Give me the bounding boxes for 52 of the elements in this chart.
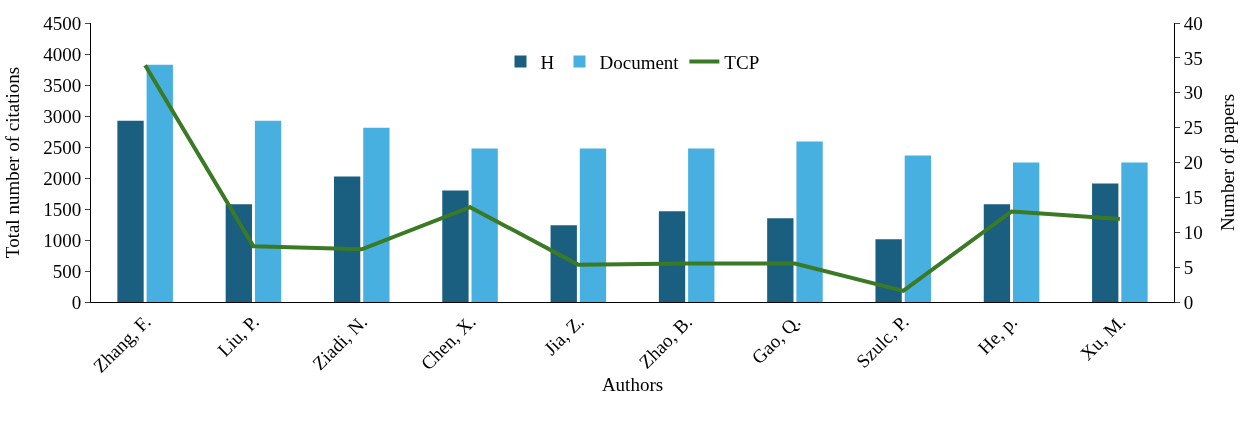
y2-tick-label: 25 bbox=[1183, 117, 1203, 139]
bar bbox=[767, 218, 794, 302]
bar bbox=[550, 225, 577, 302]
y-tick-label: 500 bbox=[52, 260, 82, 282]
bar bbox=[333, 176, 361, 302]
y-tick-label: 1000 bbox=[43, 229, 82, 251]
y2-tick-label: 15 bbox=[1183, 187, 1203, 209]
y2-tick-label: 30 bbox=[1183, 82, 1203, 104]
bar bbox=[658, 211, 686, 302]
x-tick-label: Zhao, B. bbox=[634, 311, 697, 373]
y-tick-label: 2000 bbox=[43, 167, 82, 189]
bar bbox=[1092, 183, 1119, 302]
y-tick-label: 3000 bbox=[43, 105, 82, 127]
y-axis-title: Total number of citations bbox=[2, 66, 24, 259]
bar bbox=[688, 148, 715, 302]
bar bbox=[1013, 162, 1040, 302]
bar bbox=[471, 148, 498, 302]
bar bbox=[796, 141, 823, 302]
bar bbox=[254, 120, 282, 302]
legend-label: H bbox=[540, 51, 555, 73]
bar bbox=[904, 155, 932, 302]
y2-tick-label: 20 bbox=[1183, 152, 1203, 174]
x-tick-label: Xu, M. bbox=[1076, 311, 1130, 365]
bar bbox=[875, 239, 902, 302]
y2-tick-label: 0 bbox=[1183, 291, 1194, 313]
x-tick-label: Chen, X. bbox=[416, 311, 480, 374]
legend-label: Document bbox=[599, 51, 680, 73]
y-tick-label: 4000 bbox=[43, 43, 82, 65]
bar bbox=[579, 148, 607, 302]
bar bbox=[146, 64, 173, 302]
x-tick-label: Jia, Z. bbox=[539, 311, 588, 360]
legend-label: TCP bbox=[724, 51, 760, 73]
y-tick-label: 1500 bbox=[43, 198, 82, 220]
y2-tick-label: 40 bbox=[1183, 12, 1203, 34]
y-tick-label: 4500 bbox=[43, 12, 82, 34]
y-tick-label: 0 bbox=[71, 291, 82, 313]
x-axis-title: Authors bbox=[601, 374, 664, 396]
bar bbox=[1121, 162, 1148, 302]
y-tick-label: 3500 bbox=[43, 74, 82, 96]
x-tick-label: Liu, P. bbox=[213, 311, 263, 361]
x-tick-label: He, p. bbox=[973, 311, 1022, 359]
y2-tick-label: 35 bbox=[1183, 47, 1203, 69]
bar bbox=[363, 127, 390, 302]
bar bbox=[983, 204, 1011, 302]
x-tick-label: Gao, Q. bbox=[747, 311, 805, 369]
bar bbox=[225, 204, 252, 302]
y2-tick-label: 5 bbox=[1183, 256, 1194, 278]
bar bbox=[442, 190, 469, 302]
y2-axis-title: Number of papers bbox=[1216, 93, 1238, 232]
y2-tick-label: 10 bbox=[1183, 221, 1203, 243]
bar bbox=[117, 120, 144, 302]
y-tick-label: 2500 bbox=[43, 136, 82, 158]
